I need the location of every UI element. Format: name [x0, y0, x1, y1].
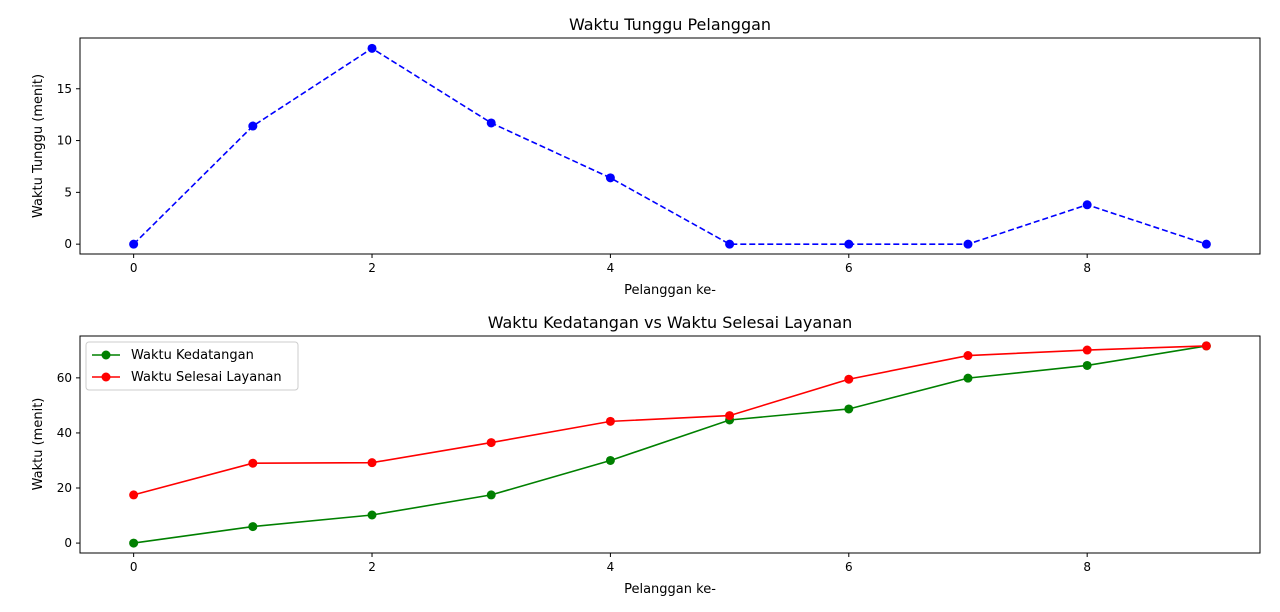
- data-point: [129, 538, 139, 548]
- y-tick-label: 0: [64, 237, 72, 251]
- data-point: [1082, 200, 1092, 210]
- legend-marker-selesai: [101, 372, 111, 382]
- x-tick-label: 2: [368, 261, 376, 275]
- data-point: [725, 411, 735, 421]
- y-tick-label: 0: [64, 536, 72, 550]
- x-tick-label: 4: [607, 261, 615, 275]
- series-group: [129, 43, 1211, 249]
- y-axis-label: Waktu Tunggu (menit): [31, 74, 46, 218]
- data-point: [367, 43, 377, 53]
- data-point: [367, 510, 377, 520]
- y-tick-label: 60: [57, 371, 72, 385]
- axis-ticks: 0 2 4 6 8 0 20 40 60: [57, 371, 1091, 574]
- series-line-0: [133, 345, 1207, 544]
- data-point: [486, 490, 496, 500]
- data-point: [1201, 341, 1211, 351]
- data-point: [605, 416, 615, 426]
- data-point: [486, 438, 496, 448]
- x-tick-label: 0: [130, 261, 138, 275]
- axis-ticks: 0 2 4 6 8 0 5 10 15: [57, 82, 1091, 275]
- data-point: [248, 121, 258, 131]
- y-tick-label: 15: [57, 82, 72, 96]
- x-axis-label: Pelanggan ke-: [624, 582, 716, 597]
- data-point: [963, 373, 973, 383]
- legend: Waktu Kedatangan Waktu Selesai Layanan: [85, 341, 299, 391]
- chart-arrival-vs-finish: Waktu Kedatangan vs Waktu Selesai Layana…: [31, 313, 1261, 597]
- series-line-1: [133, 345, 1207, 496]
- y-tick-label: 40: [57, 426, 72, 440]
- x-tick-label: 8: [1083, 560, 1091, 574]
- plot-frame: [79, 37, 1261, 255]
- x-tick-label: 4: [607, 560, 615, 574]
- x-tick-label: 8: [1083, 261, 1091, 275]
- x-tick-label: 6: [845, 261, 853, 275]
- legend-marker-kedatangan: [101, 350, 111, 360]
- data-point: [1201, 239, 1211, 249]
- data-point: [248, 522, 258, 532]
- data-point: [248, 458, 258, 468]
- series-group: [129, 341, 1211, 548]
- legend-label-selesai: Waktu Selesai Layanan: [131, 370, 282, 385]
- series-line-0: [133, 47, 1207, 245]
- data-point: [725, 239, 735, 249]
- chart-title: Waktu Kedatangan vs Waktu Selesai Layana…: [488, 313, 853, 332]
- data-point: [1082, 345, 1092, 355]
- y-tick-label: 10: [57, 134, 72, 148]
- data-point: [844, 404, 854, 414]
- data-point: [129, 239, 139, 249]
- y-tick-label: 5: [64, 185, 72, 199]
- legend-label-kedatangan: Waktu Kedatangan: [131, 348, 254, 363]
- data-point: [844, 374, 854, 384]
- data-point: [486, 118, 496, 128]
- x-tick-label: 2: [368, 560, 376, 574]
- data-point: [844, 239, 854, 249]
- x-axis-label: Pelanggan ke-: [624, 283, 716, 298]
- data-point: [367, 458, 377, 468]
- data-point: [605, 455, 615, 465]
- data-point: [963, 351, 973, 361]
- y-axis-label: Waktu (menit): [31, 398, 46, 491]
- data-point: [1082, 360, 1092, 370]
- y-tick-label: 20: [57, 481, 72, 495]
- x-tick-label: 6: [845, 560, 853, 574]
- data-point: [605, 173, 615, 183]
- chart-title: Waktu Tunggu Pelanggan: [569, 15, 771, 34]
- legend-box: [85, 341, 299, 391]
- data-point: [129, 490, 139, 500]
- data-point: [963, 239, 973, 249]
- x-tick-label: 0: [130, 560, 138, 574]
- plot-frame: [79, 335, 1261, 554]
- chart-waiting-time: Waktu Tunggu Pelanggan 0 2 4 6 8 0 5 10 15 Pelan…: [31, 15, 1261, 298]
